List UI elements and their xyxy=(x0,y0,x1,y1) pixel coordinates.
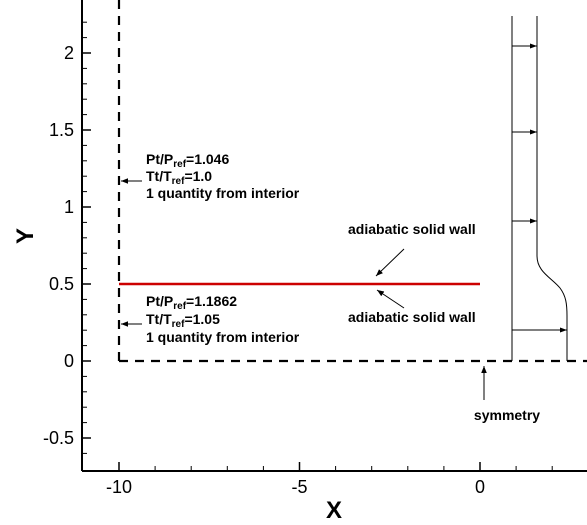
y-tick-label: 1.5 xyxy=(49,120,74,140)
velocity-profile-curve xyxy=(536,16,568,361)
y-axis-title: Y xyxy=(12,228,39,244)
y-tick-label: 1 xyxy=(64,197,74,217)
upper-inlet-interior-label: 1 quantity from interior xyxy=(146,185,300,201)
upper-inlet-tt-label: Tt/Tref=1.0 xyxy=(146,168,212,187)
y-tick-label: -0.5 xyxy=(43,428,74,448)
wall-bottom-arrow xyxy=(376,289,405,309)
y-tick-label: 0 xyxy=(64,351,74,371)
x-tick-label: 0 xyxy=(475,477,485,497)
x-axis-title: X xyxy=(326,497,342,524)
wall-bottom-label: adiabatic solid wall xyxy=(348,309,476,325)
lower-inlet-tt-label: Tt/Tref=1.05 xyxy=(146,311,220,330)
upper-inlet-pt-label: Pt/Pref=1.046 xyxy=(146,151,229,170)
y-tick-label: 2 xyxy=(64,43,74,63)
y-ticks: -0.5 0 0.5 1 1.5 2 xyxy=(43,21,91,454)
wall-top-label: adiabatic solid wall xyxy=(348,221,476,237)
wall-top-arrow xyxy=(375,248,405,277)
lower-inlet-interior-label: 1 quantity from interior xyxy=(146,329,300,345)
symmetry-label: symmetry xyxy=(474,407,540,423)
lower-inlet-pt-label: Pt/Pref=1.1862 xyxy=(146,293,237,312)
x-tick-label: -5 xyxy=(291,477,307,497)
x-ticks: -10 -5 0 xyxy=(106,462,553,497)
x-tick-label: -10 xyxy=(106,477,132,497)
y-tick-label: 0.5 xyxy=(49,274,74,294)
